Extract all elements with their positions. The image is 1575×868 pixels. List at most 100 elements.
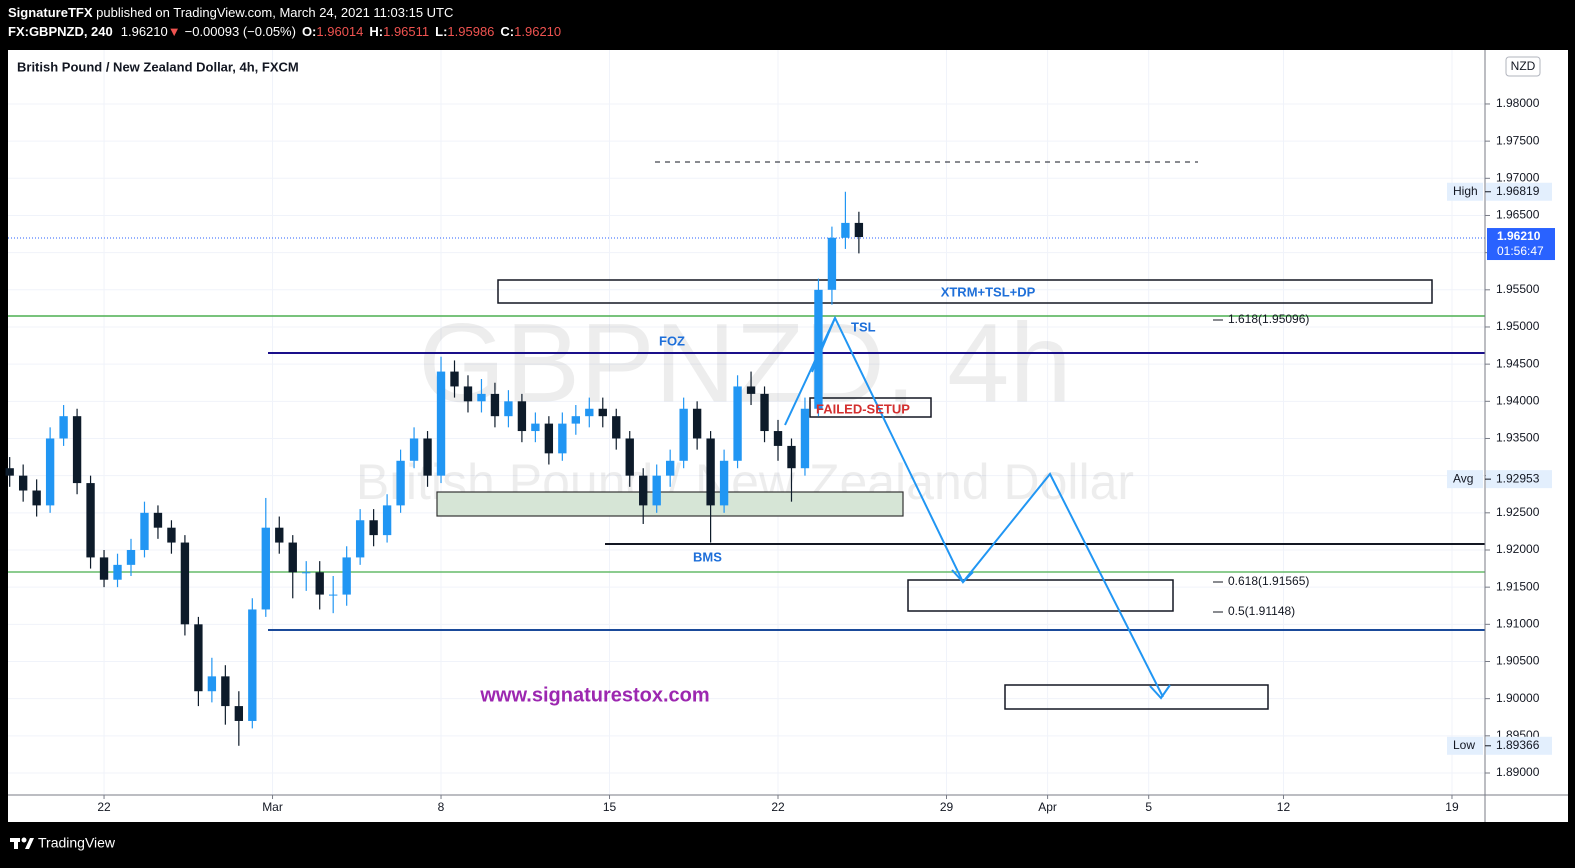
y-tick-label: 1.89000 [1496,765,1540,779]
fib-label: 0.5(1.91148) [1228,604,1295,618]
x-tick-label: 19 [1445,800,1459,814]
candle-body [652,475,661,506]
candle-body [45,438,55,506]
candle-body [369,520,378,536]
stat-value: 1.96819 [1496,184,1540,198]
candle-body [558,423,567,454]
zone-box [497,279,1433,304]
candle-body [787,445,796,469]
y-tick-label: 1.90000 [1496,691,1540,705]
y-tick-label: 1.95500 [1496,282,1540,296]
stat-value-badge [1486,736,1552,755]
stat-badge [1447,182,1483,201]
ohlc-key: H: [369,24,383,39]
annotation: FAILED-SETUP [816,401,910,416]
y-tick-label: 1.94000 [1496,393,1540,407]
x-tick-label: 15 [603,800,617,814]
logo-part [14,838,18,849]
last: 1.96210 [121,24,168,39]
ohlc-value: 1.95986 [447,24,494,39]
candle-body [773,431,783,446]
candle-body [234,706,244,721]
projection-path [811,317,836,373]
header-line: SignatureTFX published on TradingView.co… [8,5,453,20]
change: −0.00093 (−0.05%) [185,24,296,39]
x-tick-label: 12 [1277,800,1291,814]
candle-body [841,222,850,238]
y-tick-label: 1.91500 [1496,579,1540,593]
candle-body [450,371,459,387]
annotation: FOZ [659,333,685,348]
target-box [907,579,1174,612]
candle-body [5,468,14,476]
candles [5,191,864,746]
target-box [1004,684,1269,710]
candle-body [207,676,217,692]
y-tick-label: 1.93500 [1496,431,1540,445]
y-tick-label: 1.92500 [1496,505,1540,519]
candle-body [275,527,284,543]
candle-body [692,408,702,439]
brand: TradingView [38,835,116,851]
candle-body [113,564,122,580]
candle-body [612,416,621,439]
ohlc-key: L: [435,24,447,39]
candle-body [800,408,810,469]
stat-value: 1.92953 [1496,471,1540,485]
stat-value: 1.89366 [1496,738,1540,752]
candle-body [827,237,837,290]
watermark: GBPNZD, 4h [418,301,1072,426]
stat-label: High [1453,184,1478,198]
candle-body [72,416,82,484]
x-tick-label: Mar [262,800,283,814]
countdown: 01:56:47 [1497,244,1544,258]
candle-body [639,475,648,506]
stat-badge [1447,470,1483,489]
candle-body [396,460,405,506]
logo-part [25,838,34,849]
candle-body [733,386,742,461]
candle-body [248,609,257,721]
ohlc-key: C: [500,24,514,39]
x-tick-label: 22 [97,800,111,814]
demand-zone [436,491,904,517]
y-tick-label: 1.90500 [1496,654,1540,668]
candle-body [423,438,432,476]
publisher: SignatureTFX [8,5,93,20]
x-tick-label: 22 [771,800,785,814]
candle-body [544,423,554,454]
arrow: ▼ [168,24,181,39]
candle-body [598,408,607,417]
x-tick-label: 5 [1145,800,1152,814]
candle-body [382,505,392,536]
ohlc-value: 1.96511 [383,24,429,39]
candle-body [221,676,230,707]
candle-body [59,416,68,439]
arrow-head [1149,684,1171,700]
candle-body [463,386,473,402]
candle-body [342,557,351,595]
annotation: BMS [693,549,722,564]
x-tick-label: 29 [940,800,954,814]
candle-body [679,408,688,461]
candle-body [625,438,634,476]
published: published on TradingView.com, March 24, … [96,5,453,20]
candle-body [288,542,297,573]
candle-body [504,401,513,417]
drawings [8,161,1485,710]
fib-label: 1.618(1.95096) [1228,312,1309,326]
x-tick-label: Apr [1038,800,1057,814]
candle-body [517,401,527,432]
candle-body [18,475,28,491]
candle-body [329,594,338,596]
candle-body [86,483,95,558]
candle-body [99,557,109,580]
candle-body [153,512,163,528]
candle-body [126,549,136,565]
candle-body [490,393,500,417]
currency-badge [1505,56,1541,77]
ohlc-key: O: [302,24,316,39]
stat-label: Low [1453,738,1475,752]
logo [10,837,34,849]
candle-body [571,416,580,424]
